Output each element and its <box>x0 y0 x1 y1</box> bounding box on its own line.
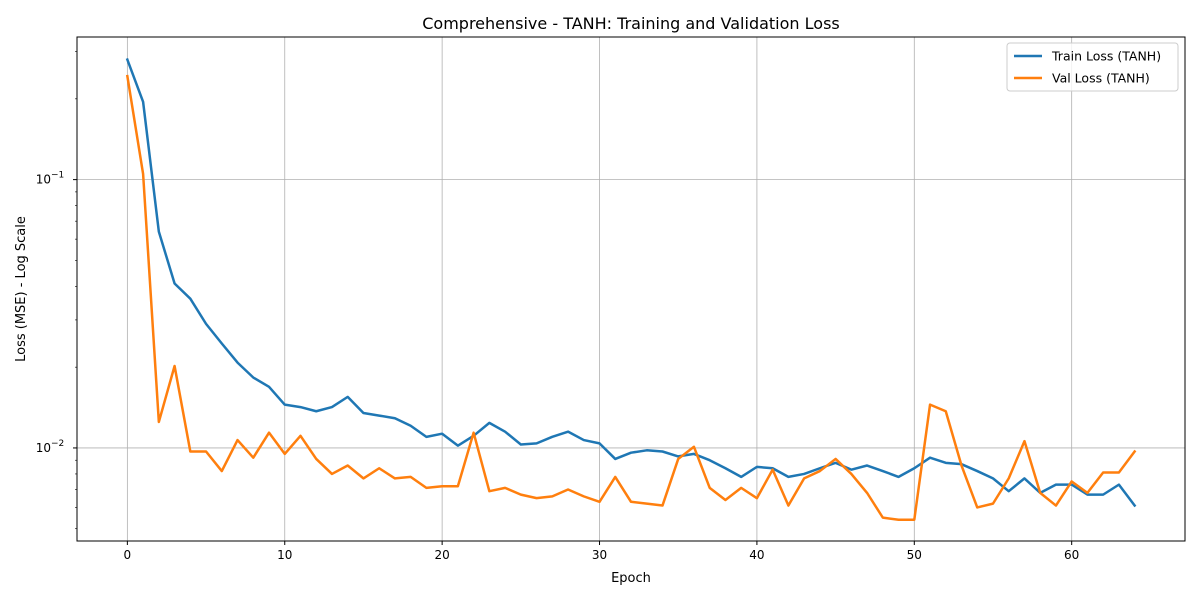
x-tick-label: 60 <box>1064 548 1079 562</box>
y-tick-label: 10−1 <box>36 171 65 187</box>
legend-label-val: Val Loss (TANH) <box>1052 71 1150 86</box>
legend-label-train: Train Loss (TANH) <box>1051 49 1161 64</box>
y-tick-label: 10−2 <box>36 439 65 455</box>
ticks-layer: 0 10 20 30 40 50 60 10−2 10−1 <box>36 51 1079 562</box>
x-tick-label: 20 <box>434 548 449 562</box>
x-tick-label: 40 <box>749 548 764 562</box>
x-tick-label: 50 <box>907 548 922 562</box>
val-loss-line <box>125 74 1137 521</box>
legend: Train Loss (TANH) Val Loss (TANH) <box>1006 42 1179 92</box>
x-tick-label: 10 <box>277 548 292 562</box>
chart-title: Comprehensive - TANH: Training and Valid… <box>422 14 839 33</box>
x-tick-label: 30 <box>592 548 607 562</box>
grid-layer <box>77 37 1185 541</box>
plot-frame <box>76 36 1186 542</box>
series-layer <box>125 58 1137 521</box>
x-tick-label: 0 <box>124 548 132 562</box>
x-axis-label: Epoch <box>611 571 651 586</box>
y-axis-label: Loss (MSE) - Log Scale <box>14 216 29 362</box>
legend-box <box>1006 42 1179 92</box>
train-loss-line <box>125 58 1137 508</box>
